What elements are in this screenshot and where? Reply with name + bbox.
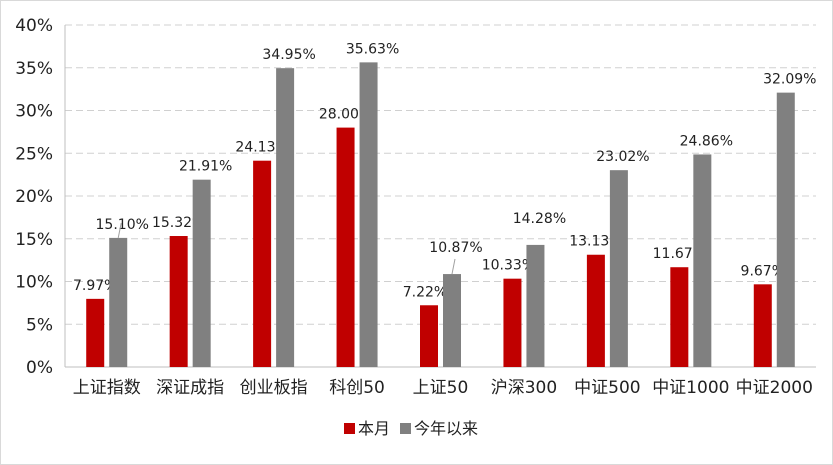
data-label-ytd: 14.28% bbox=[513, 211, 566, 227]
y-tick-label: 25% bbox=[15, 144, 53, 164]
y-tick-label: 5% bbox=[26, 315, 53, 335]
data-label-ytd: 35.63% bbox=[346, 41, 399, 57]
x-tick-label: 科创50 bbox=[329, 378, 385, 398]
y-tick-label: 15% bbox=[15, 230, 53, 250]
x-tick-label: 上证50 bbox=[413, 378, 469, 398]
x-tick-label: 创业板指 bbox=[240, 378, 308, 398]
x-tick-label: 沪深300 bbox=[491, 378, 557, 398]
bar-ytd bbox=[443, 274, 461, 367]
bar-this-month bbox=[586, 254, 605, 367]
legend-label-ytd: 今年以来 bbox=[414, 419, 478, 438]
y-tick-label: 40% bbox=[15, 16, 53, 36]
data-label-ytd: 24.86% bbox=[680, 133, 733, 149]
data-label-this-month: 10.33% bbox=[482, 258, 535, 274]
x-tick-label: 中证1000 bbox=[652, 378, 729, 398]
data-label-this-month: 13.13% bbox=[569, 234, 622, 250]
data-label-ytd: 34.95% bbox=[262, 47, 315, 63]
data-label-this-month: 15.32% bbox=[152, 215, 205, 231]
bar-ytd bbox=[609, 170, 628, 367]
bar-ytd bbox=[526, 244, 545, 367]
data-label-ytd: 10.87% bbox=[429, 240, 482, 256]
bar-this-month bbox=[336, 127, 355, 367]
bar-this-month bbox=[169, 236, 188, 367]
y-tick-label: 30% bbox=[15, 102, 53, 122]
bar-this-month bbox=[253, 160, 272, 367]
data-label-ytd: 23.02% bbox=[596, 149, 649, 165]
bar-this-month bbox=[503, 278, 522, 367]
bar-this-month bbox=[420, 305, 438, 367]
bar-ytd bbox=[109, 237, 128, 367]
label-leader-line bbox=[451, 258, 456, 275]
bar-this-month bbox=[86, 298, 105, 367]
bar-ytd bbox=[693, 154, 712, 367]
bar-this-month bbox=[670, 267, 689, 367]
legend-swatch-this-month bbox=[344, 423, 355, 434]
y-tick-label: 20% bbox=[15, 187, 53, 207]
data-label-this-month: 7.22% bbox=[403, 284, 447, 300]
legend-swatch-ytd bbox=[400, 423, 411, 434]
y-tick-label: 0% bbox=[26, 358, 53, 378]
x-tick-label: 中证2000 bbox=[736, 378, 813, 398]
bar-this-month bbox=[753, 284, 772, 367]
data-label-this-month: 7.97% bbox=[73, 278, 117, 294]
legend-label-this-month: 本月 bbox=[358, 419, 390, 438]
bar-ytd bbox=[276, 68, 295, 368]
data-label-this-month: 24.13% bbox=[235, 140, 288, 156]
data-label-this-month: 9.67% bbox=[741, 263, 785, 279]
y-tick-label: 35% bbox=[15, 59, 53, 79]
bar-ytd bbox=[192, 179, 211, 367]
x-tick-label: 中证500 bbox=[574, 378, 640, 398]
data-label-ytd: 21.91% bbox=[179, 159, 232, 175]
data-label-ytd: 32.09% bbox=[763, 72, 816, 88]
data-label-ytd: 15.10% bbox=[96, 217, 149, 233]
label-leader-line bbox=[117, 222, 122, 238]
bar-ytd bbox=[359, 62, 378, 368]
data-label-this-month: 28.00% bbox=[319, 107, 372, 123]
y-tick-label: 10% bbox=[15, 273, 53, 293]
x-tick-label: 深证成指 bbox=[156, 378, 224, 398]
bar-ytd bbox=[776, 92, 795, 368]
data-label-this-month: 11.67% bbox=[653, 246, 706, 262]
x-tick-label: 上证指数 bbox=[73, 378, 141, 398]
